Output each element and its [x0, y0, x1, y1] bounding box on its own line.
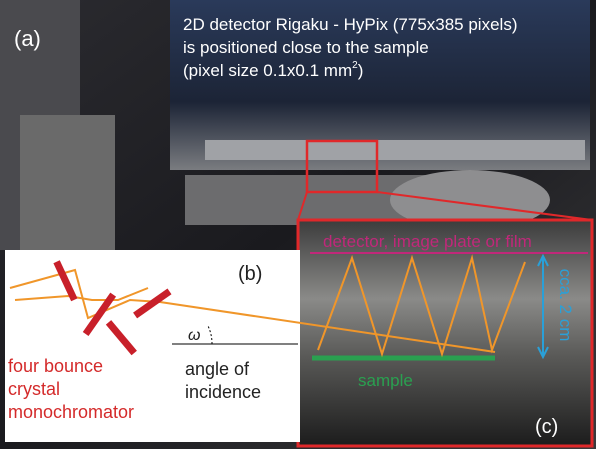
caption-part: ): [358, 61, 364, 80]
distance-text: cca. 2 cm: [556, 269, 575, 342]
sample-text: sample: [358, 371, 413, 390]
caption-part: (pixel size 0.1x0.1 mm: [183, 61, 352, 80]
detector-text: detector, image plate or film: [323, 232, 532, 251]
angle-text: incidence: [185, 382, 261, 402]
panel-label: (b): [238, 263, 262, 285]
monochromator-text: four bounce: [8, 356, 103, 376]
monochromator-text: monochromator: [8, 402, 134, 422]
panel-label: (c): [535, 416, 558, 438]
caption: (pixel size 0.1x0.1 mm2): [183, 60, 363, 80]
panel-label: (a): [14, 26, 41, 51]
caption: 2D detector Rigaku - HyPix (775x385 pixe…: [183, 15, 517, 34]
detector-face: [205, 140, 585, 160]
figure: (a) 2D detector Rigaku - HyPix (775x385 …: [0, 0, 596, 449]
monochromator-text: crystal: [8, 379, 60, 399]
photo-part: [20, 115, 115, 255]
angle-symbol: ω: [188, 327, 200, 344]
caption: is positioned close to the sample: [183, 38, 429, 57]
angle-text: angle of: [185, 359, 250, 379]
